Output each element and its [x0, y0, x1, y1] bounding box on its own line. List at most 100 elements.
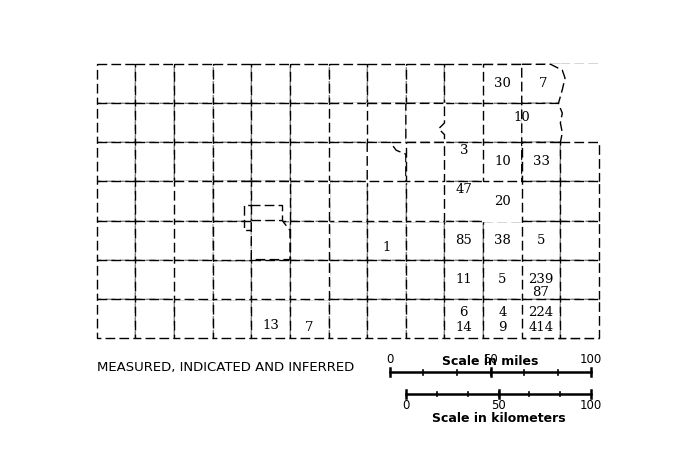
Text: 100: 100 — [580, 399, 603, 412]
Text: 9: 9 — [498, 321, 507, 335]
Bar — [483, 220, 522, 260]
Bar — [251, 64, 290, 103]
Bar — [174, 103, 213, 143]
Text: 11: 11 — [456, 273, 472, 286]
Bar — [368, 220, 406, 260]
Bar — [483, 64, 522, 103]
Bar — [368, 103, 406, 143]
Bar — [368, 299, 406, 337]
Polygon shape — [213, 220, 251, 260]
Bar — [368, 182, 406, 220]
Bar — [561, 260, 599, 299]
Text: 4: 4 — [498, 306, 507, 319]
Bar — [522, 182, 561, 220]
Bar — [328, 182, 368, 220]
Polygon shape — [251, 182, 290, 220]
Text: 10: 10 — [494, 155, 511, 169]
Bar — [522, 260, 561, 299]
Bar — [406, 64, 445, 103]
Bar — [483, 143, 522, 182]
Bar — [406, 103, 445, 143]
Text: 3: 3 — [459, 144, 468, 157]
Bar — [97, 143, 135, 182]
Bar — [174, 299, 213, 337]
Bar — [213, 103, 251, 143]
Bar — [328, 103, 368, 143]
Bar — [368, 182, 406, 220]
Text: 414: 414 — [528, 321, 554, 335]
Bar — [328, 143, 368, 182]
Bar — [561, 64, 599, 103]
Bar — [522, 220, 561, 260]
Bar — [174, 64, 213, 103]
Text: 50: 50 — [483, 353, 498, 366]
Bar — [213, 260, 251, 299]
Bar — [290, 220, 328, 260]
Bar — [135, 64, 174, 103]
Bar — [406, 182, 445, 220]
Bar — [522, 299, 561, 337]
Bar — [290, 182, 328, 220]
Bar — [406, 143, 445, 182]
Bar — [406, 143, 445, 182]
Bar — [97, 299, 135, 337]
Text: 5: 5 — [537, 234, 545, 246]
Bar — [174, 260, 213, 299]
Bar — [328, 143, 368, 182]
Bar — [135, 182, 174, 220]
Bar — [213, 182, 251, 220]
Bar — [290, 103, 328, 143]
Bar — [328, 299, 368, 337]
Bar — [444, 299, 483, 337]
Bar — [561, 103, 599, 143]
Text: 20: 20 — [494, 194, 511, 208]
Bar — [522, 220, 561, 260]
Bar — [135, 299, 174, 337]
Bar — [290, 260, 328, 299]
Polygon shape — [251, 220, 290, 260]
Text: 47: 47 — [456, 183, 472, 196]
Bar — [97, 103, 135, 143]
Bar — [290, 220, 328, 260]
Text: 38: 38 — [494, 234, 511, 246]
Bar — [97, 260, 135, 299]
Bar — [483, 103, 522, 143]
Bar — [97, 182, 135, 220]
Bar — [522, 64, 561, 103]
Bar — [251, 220, 290, 260]
Bar — [174, 260, 213, 299]
Bar — [368, 143, 406, 182]
Bar — [444, 143, 483, 182]
Text: 50: 50 — [491, 399, 506, 412]
Bar — [174, 220, 213, 260]
Bar — [328, 220, 368, 260]
Bar — [368, 64, 406, 103]
Bar — [213, 220, 251, 260]
Text: 239: 239 — [528, 273, 554, 286]
Text: 1: 1 — [382, 241, 391, 254]
Bar — [135, 143, 174, 182]
Bar — [135, 220, 174, 260]
Text: 7: 7 — [305, 321, 314, 335]
Polygon shape — [522, 143, 562, 182]
Bar — [444, 103, 483, 143]
Bar — [444, 260, 483, 299]
Bar — [522, 143, 561, 182]
Bar — [251, 220, 290, 260]
Bar — [174, 143, 213, 182]
Bar — [522, 299, 561, 337]
Bar — [251, 103, 290, 143]
Bar — [561, 143, 599, 182]
Bar — [213, 143, 251, 182]
Bar — [213, 220, 251, 260]
Bar — [290, 182, 328, 220]
Bar — [135, 260, 174, 299]
Bar — [213, 260, 251, 299]
Bar — [406, 299, 445, 337]
Bar — [174, 182, 213, 220]
Text: 30: 30 — [494, 77, 511, 90]
Bar — [483, 143, 522, 182]
Bar — [561, 299, 599, 337]
Bar — [561, 220, 599, 260]
Bar — [290, 299, 328, 337]
